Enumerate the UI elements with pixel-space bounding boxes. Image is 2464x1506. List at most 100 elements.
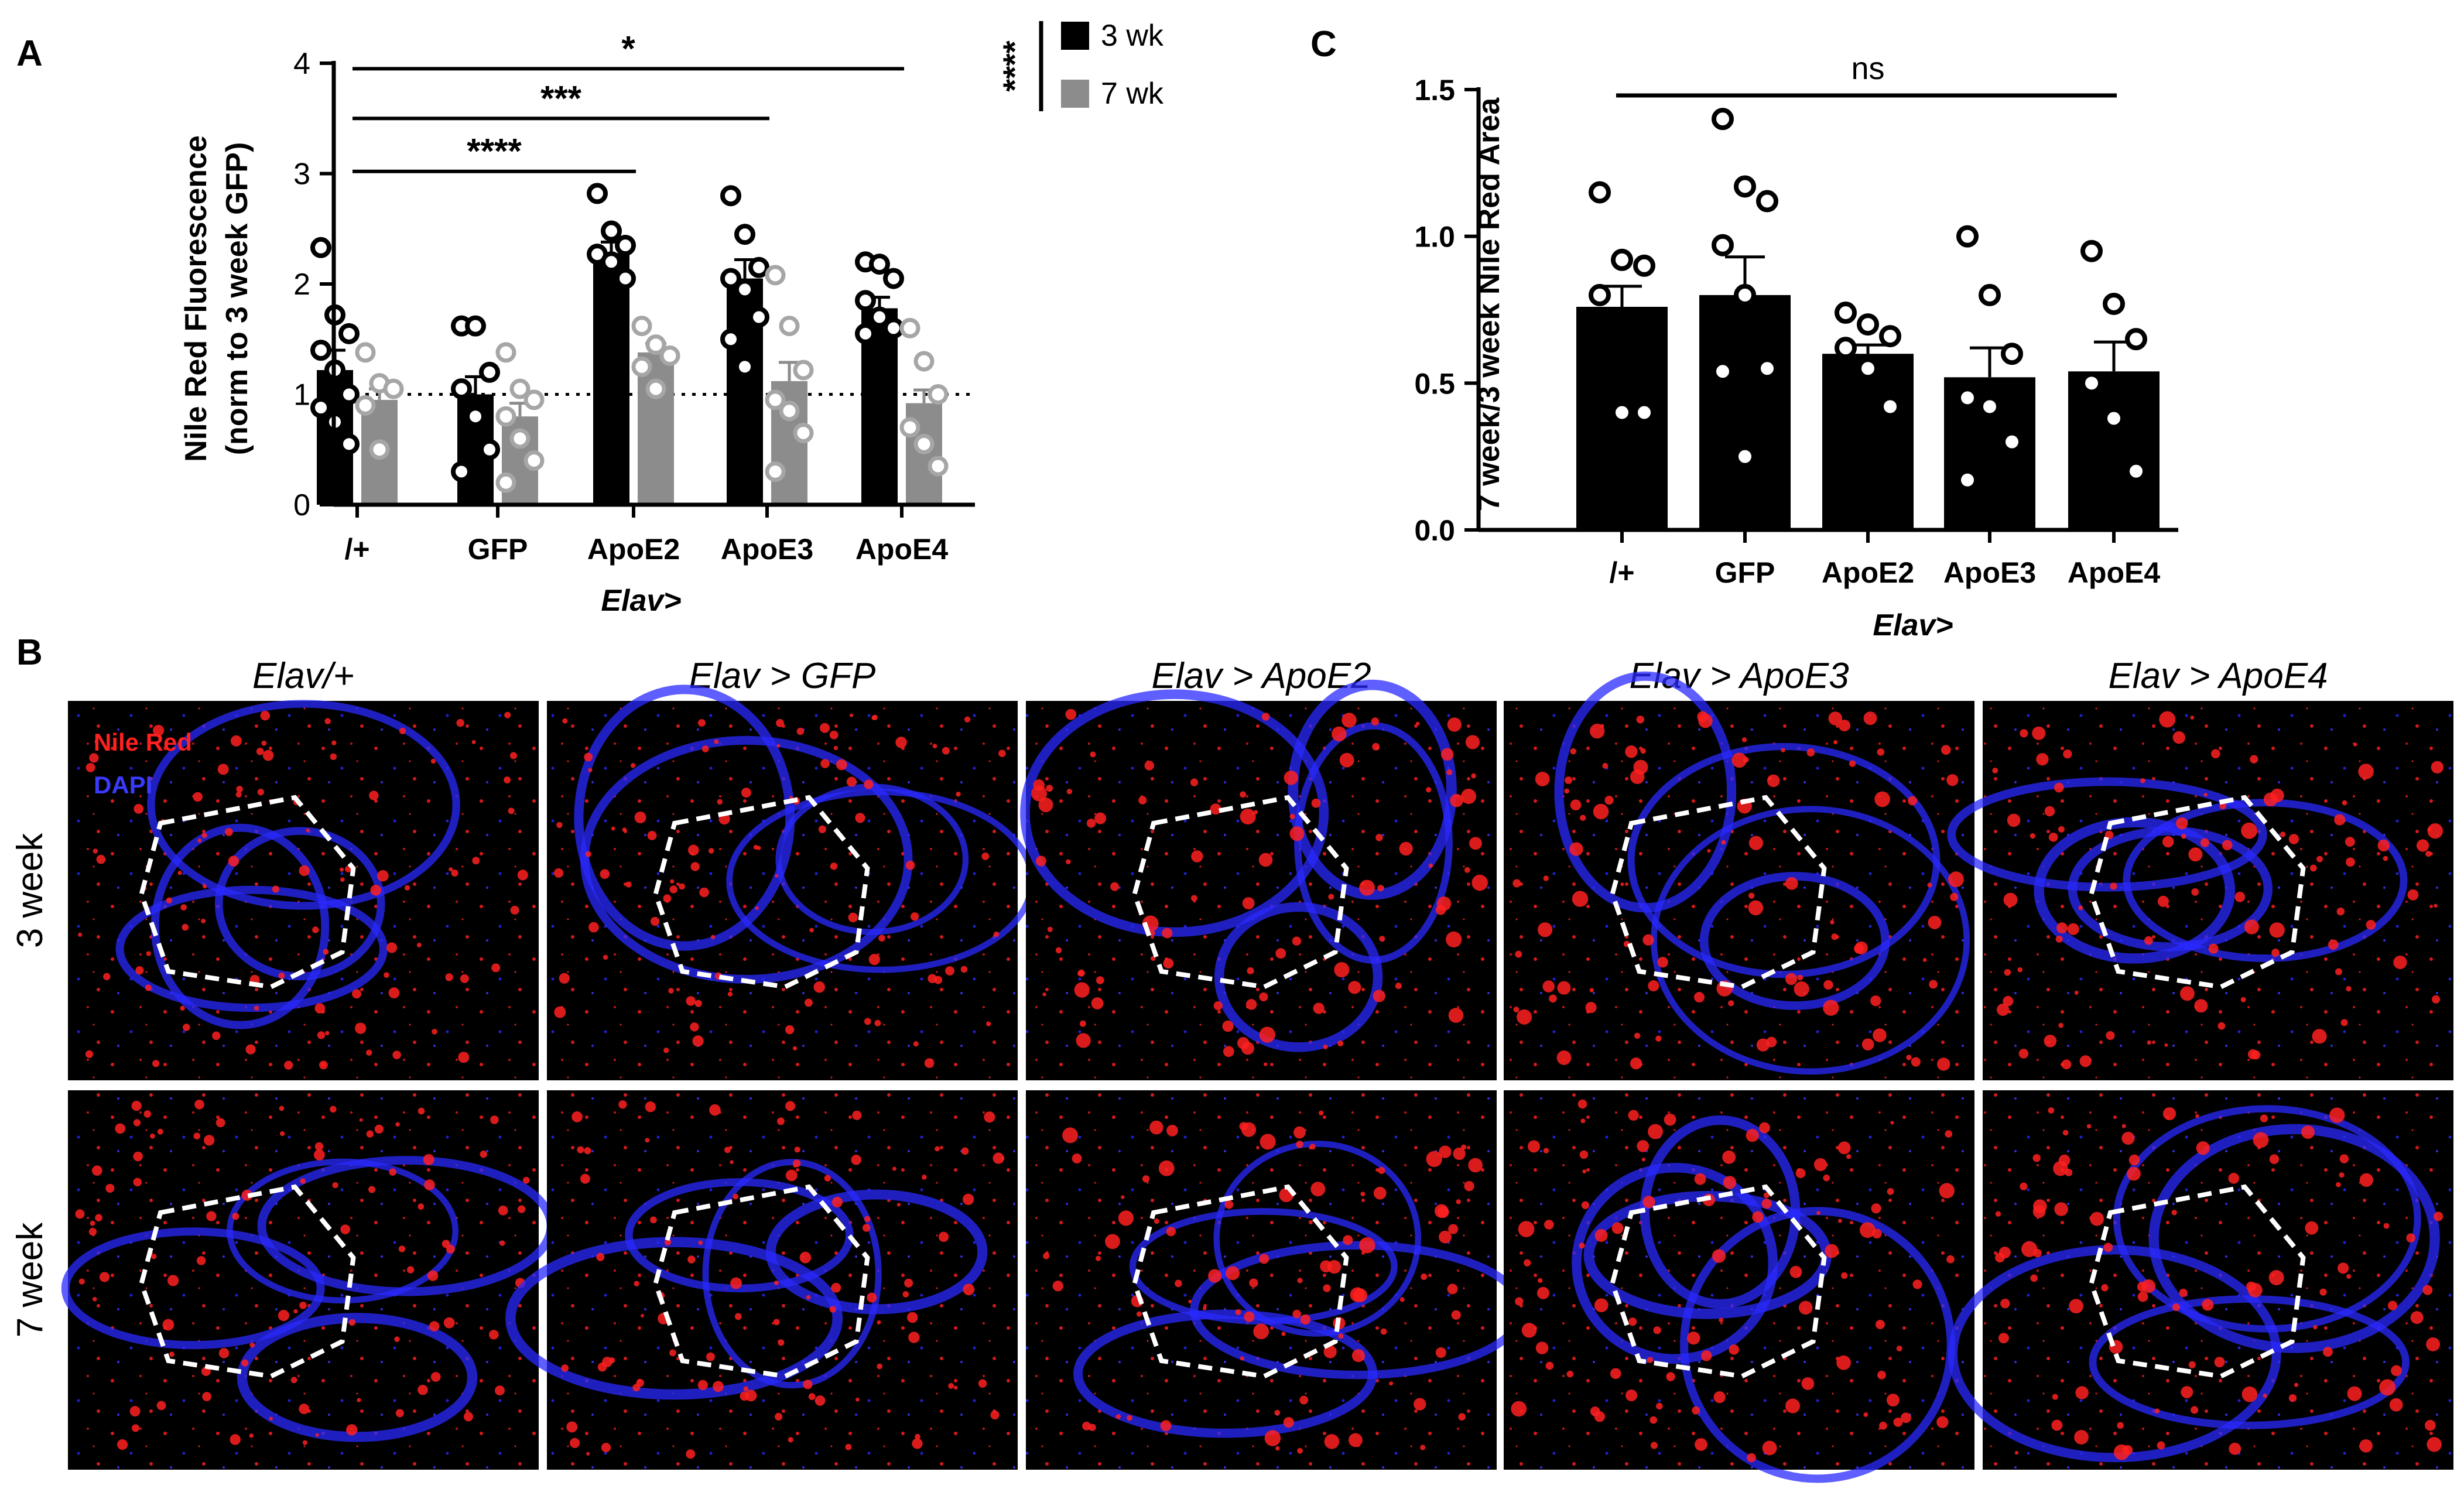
data-point (899, 317, 920, 338)
panel-letter-b: B (16, 632, 43, 673)
data-point (765, 389, 786, 410)
data-point (913, 351, 935, 372)
microscopy-tile (61, 1090, 556, 1470)
x-tick-label: ApoE2 (1822, 556, 1914, 589)
data-point (1712, 234, 1734, 256)
data-point (355, 395, 376, 416)
data-point (1712, 360, 1734, 383)
data-point (479, 439, 500, 460)
y-tick-label: 0 (293, 488, 310, 522)
data-point (659, 345, 680, 367)
microscopy-tile (505, 1090, 1018, 1470)
data-point (883, 317, 904, 339)
data-point (1979, 283, 2001, 306)
data-point (855, 290, 876, 312)
data-point (748, 306, 769, 328)
data-point (355, 342, 376, 363)
data-point (2103, 407, 2125, 430)
data-point (2001, 430, 2023, 453)
data-point (793, 422, 814, 443)
legend-swatch-7wk (1061, 80, 1089, 108)
bar (593, 253, 629, 505)
data-point (1857, 357, 1879, 380)
x-tick-label: ApoE3 (1943, 556, 2036, 589)
data-point (495, 472, 516, 493)
data-point (338, 384, 360, 405)
microscopy-tile (1020, 679, 1497, 1080)
data-point (1611, 248, 1633, 271)
data-point (1734, 175, 1756, 198)
y-tick-label: 4 (293, 47, 310, 81)
data-point (601, 220, 622, 242)
data-point (1956, 225, 1979, 248)
data-point (2080, 239, 2103, 262)
data-point (631, 316, 652, 337)
x-tick-label: GFP (1715, 556, 1775, 589)
chart-c-ylabel: 7 week/3 week Nile Red Area (1472, 97, 1506, 511)
bar (2068, 371, 2160, 530)
region-of-interest-outline (139, 1184, 356, 1379)
y-tick-label: 3 (293, 158, 310, 191)
data-point (928, 384, 949, 405)
data-point (2080, 372, 2103, 395)
data-point (451, 378, 472, 400)
y-tick-label: 0.0 (1414, 514, 1455, 547)
x-tick-label: GFP (468, 533, 528, 566)
data-point (523, 389, 545, 410)
column-title: Elav > ApoE2 (1151, 656, 1371, 696)
data-point (720, 185, 741, 207)
chart-a-ylabel-line2: (norm to 3 week GFP) (220, 142, 254, 456)
row-label: 3 week (10, 833, 50, 948)
y-tick-label: 2 (293, 268, 310, 302)
microscopy-tile (1947, 701, 2453, 1080)
data-point (1979, 395, 2001, 418)
data-point (1879, 395, 1901, 418)
significance-label: *** (540, 78, 582, 118)
data-point (631, 356, 652, 377)
chart-c-points (1589, 108, 2147, 491)
chart-a-significance: ******** (353, 29, 904, 173)
data-point (451, 461, 472, 482)
data-point (310, 340, 331, 361)
panel-letter-a: A (16, 33, 43, 74)
data-point (1879, 325, 1901, 348)
data-point (720, 268, 741, 289)
bar (1699, 295, 1791, 530)
panel-letter-c: C (1310, 24, 1337, 64)
chart-c-bars (1576, 255, 2160, 530)
data-point (465, 315, 486, 337)
microscopy-tile (1026, 1090, 1527, 1470)
chart-a-ylabel-line1: Nile Red Fluorescence (179, 135, 213, 462)
data-point (338, 323, 360, 344)
column-title: Elav > ApoE4 (2108, 656, 2328, 696)
data-point (495, 342, 516, 363)
data-point (1734, 445, 1756, 468)
data-point (523, 450, 545, 471)
data-point (465, 406, 486, 427)
data-point (1589, 283, 1611, 306)
data-point (765, 265, 786, 286)
data-point (1956, 468, 1979, 491)
column-title: Elav > GFP (689, 656, 876, 696)
significance-label: ns (1851, 51, 1884, 86)
significance-label: * (621, 29, 635, 68)
microscopy-tile (1504, 1090, 1974, 1483)
data-point (645, 378, 666, 399)
data-point (734, 224, 755, 245)
data-point (383, 378, 404, 399)
data-point (1835, 302, 1857, 324)
legend-label-7wk: 7 wk (1101, 77, 1164, 111)
microscopy-tile (1504, 671, 1974, 1080)
chart-c-axes: 0.0 0.5 1.0 1.5 /+ GFP ApoE2 ApoE3 ApoE4 (1414, 74, 2178, 589)
x-tick-label: /+ (1609, 556, 1634, 589)
data-point (928, 456, 949, 477)
data-point (1835, 337, 1857, 360)
chart-c: 0.0 0.5 1.0 1.5 /+ GFP ApoE2 ApoE3 ApoE4 ns 7 we… (1414, 51, 2178, 642)
region-of-interest-outline (139, 795, 356, 990)
microscopy-tile (1948, 1090, 2453, 1470)
data-point (779, 316, 800, 337)
data-point (1611, 401, 1633, 424)
legend-dapi: DAPI (94, 771, 152, 799)
data-point (869, 306, 890, 328)
